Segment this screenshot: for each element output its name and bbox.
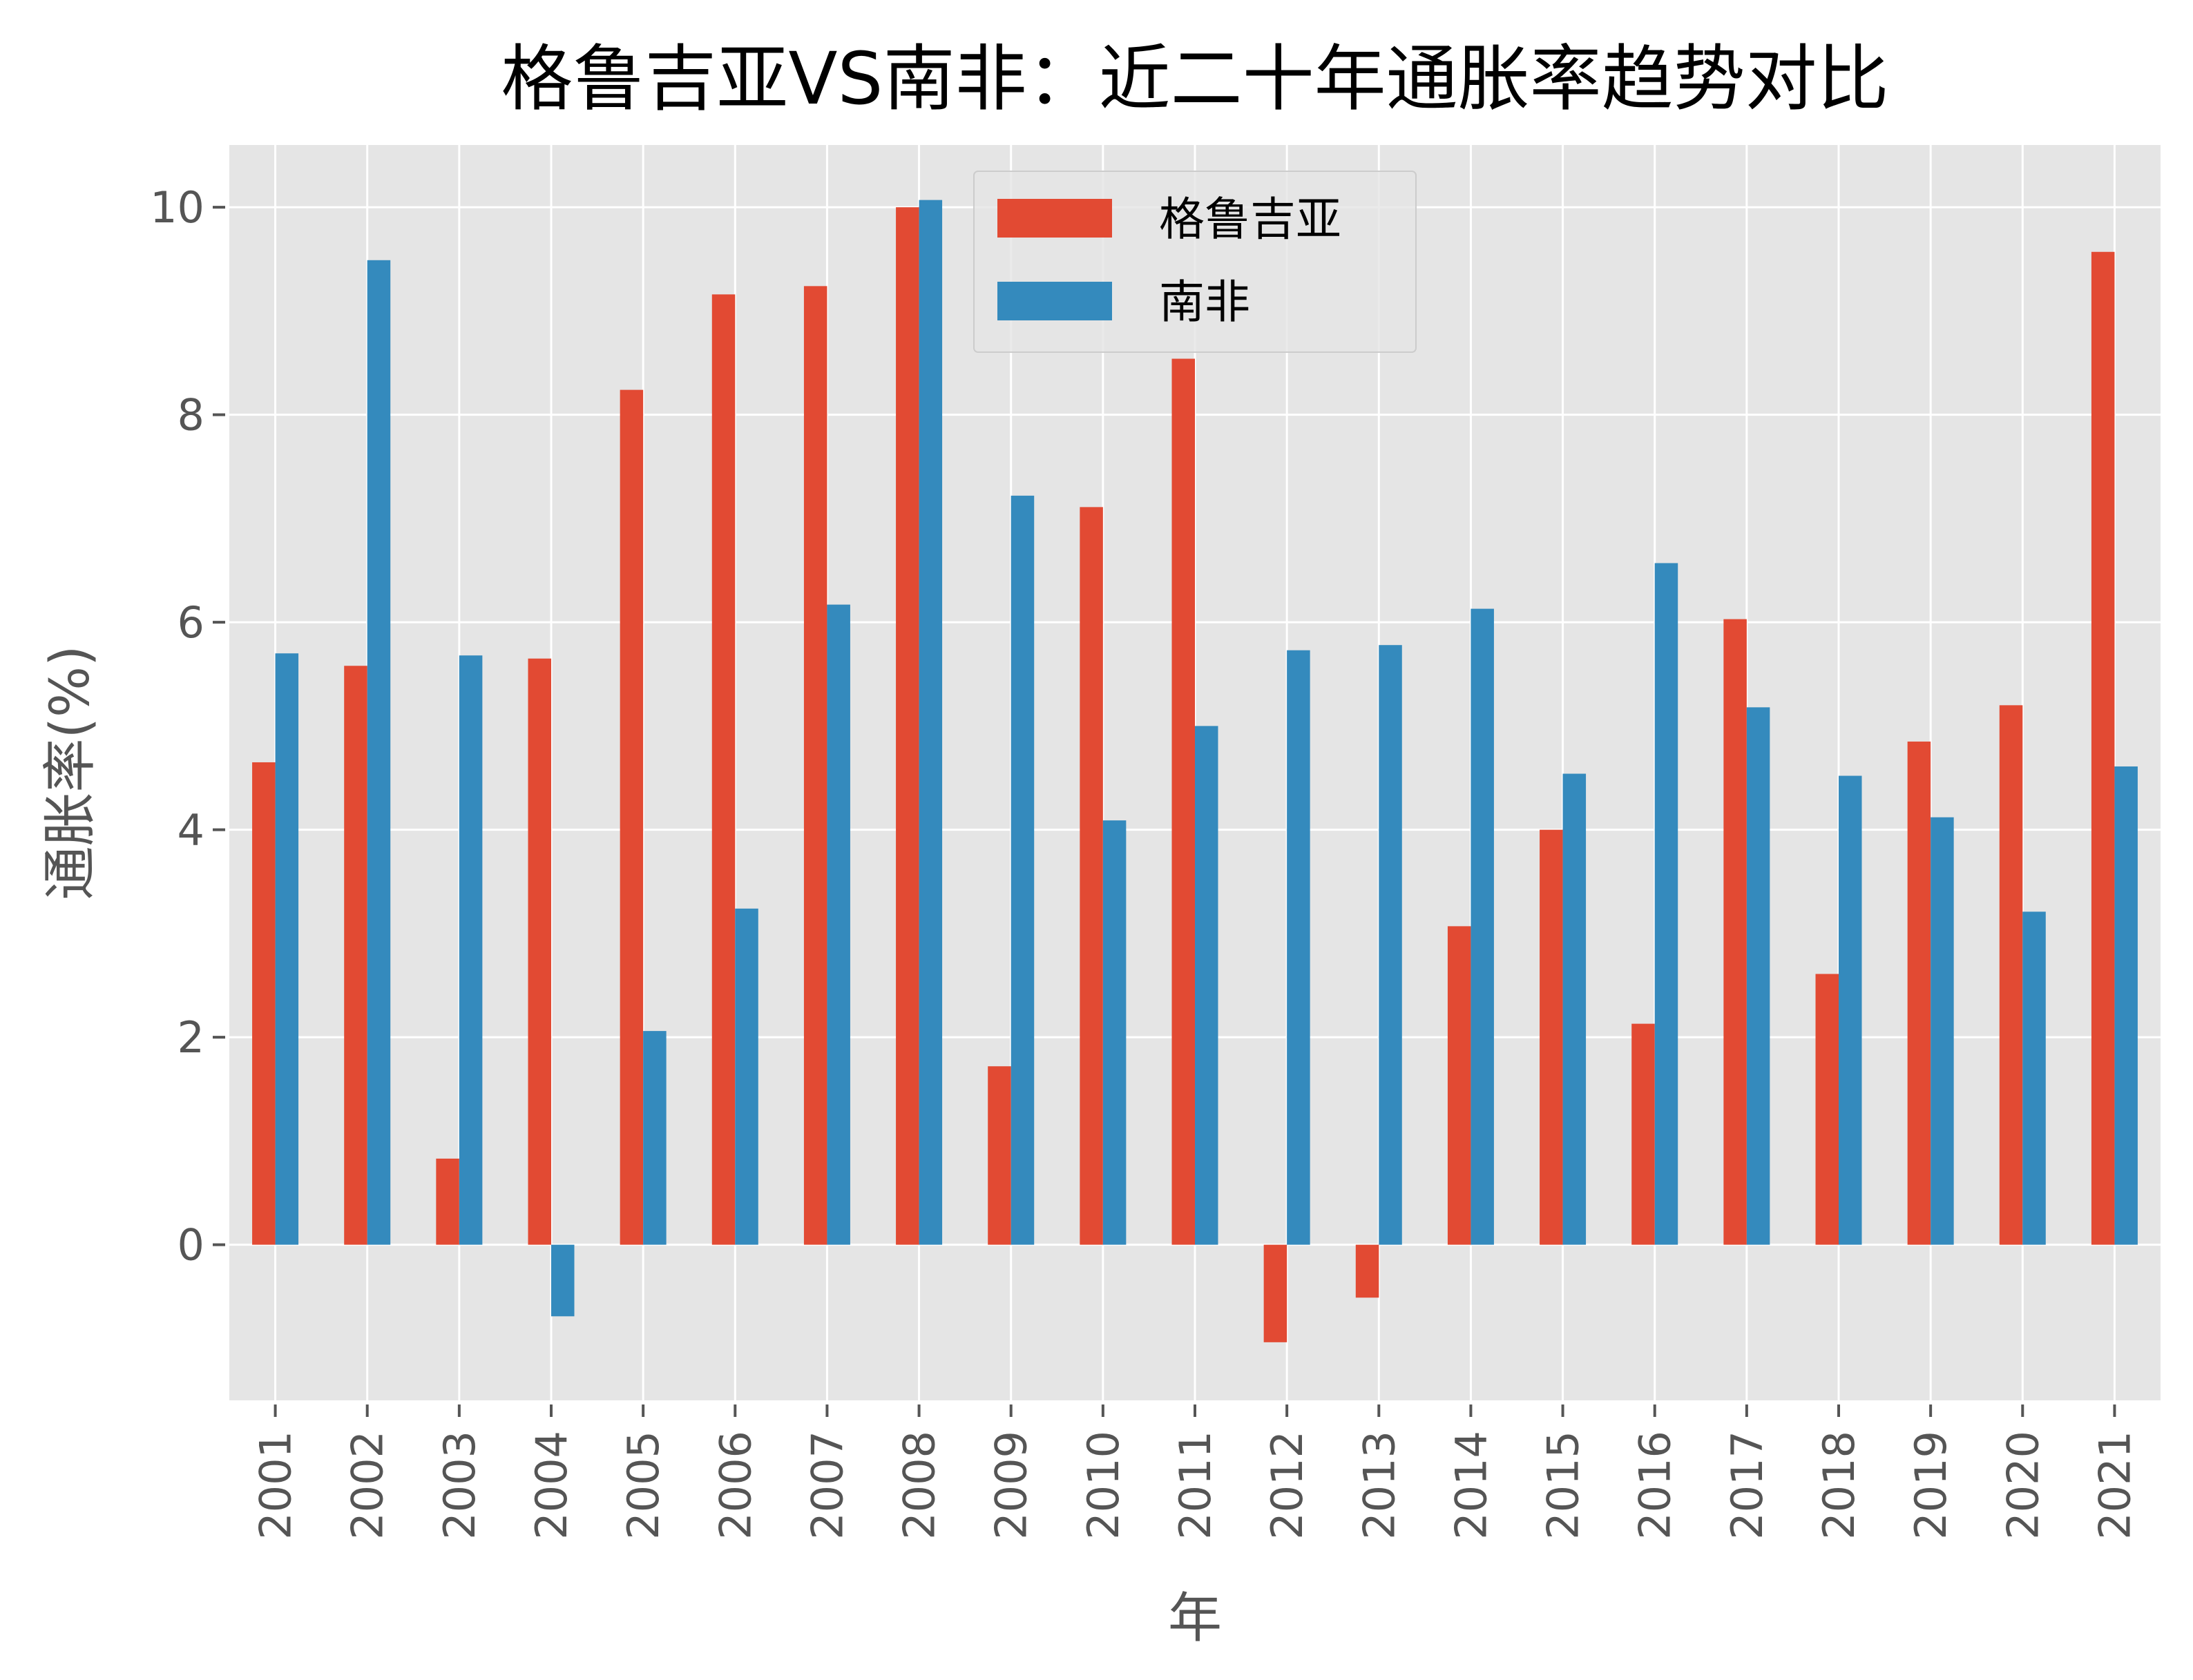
x-axis-label: 年 — [1168, 1587, 1222, 1650]
bar-georgia — [1171, 358, 1195, 1245]
bar-georgia — [1907, 741, 1931, 1245]
bar-south-africa — [2114, 766, 2138, 1245]
bar-georgia — [1723, 619, 1747, 1245]
x-tick-label: 2014 — [1446, 1431, 1496, 1540]
chart-title: 格鲁吉亚VS南非：近二十年通胀率趋势对比 — [501, 37, 1888, 121]
legend-swatch-south-africa — [997, 282, 1112, 320]
y-tick-label: 0 — [178, 1220, 204, 1271]
bar-georgia — [1631, 1023, 1655, 1245]
bar-georgia — [1355, 1244, 1379, 1298]
bar-georgia — [620, 389, 644, 1245]
legend: 格鲁吉亚 南非 — [973, 171, 1417, 353]
x-tick-label: 2013 — [1354, 1431, 1404, 1540]
bar-south-africa — [1931, 817, 1954, 1245]
bar-south-africa — [1102, 820, 1127, 1245]
bar-georgia — [988, 1066, 1011, 1245]
legend-swatch-georgia — [997, 199, 1112, 238]
y-tick-label: 4 — [178, 805, 204, 856]
bar-south-africa — [275, 653, 299, 1245]
bar-south-africa — [827, 604, 850, 1245]
x-tick-label: 2006 — [710, 1431, 760, 1540]
bar-south-africa — [643, 1031, 667, 1245]
bar-south-africa — [919, 200, 943, 1245]
bar-south-africa — [1839, 775, 1862, 1245]
x-tick-label: 2016 — [1630, 1431, 1680, 1540]
bar-georgia — [436, 1158, 459, 1245]
bar-south-africa — [1379, 645, 1402, 1245]
bar-georgia — [252, 762, 276, 1245]
x-tick-label: 2017 — [1722, 1431, 1772, 1540]
x-tick-label: 2010 — [1078, 1431, 1129, 1540]
y-tick-label: 2 — [178, 1012, 204, 1063]
bar-south-africa — [459, 655, 483, 1245]
x-tick-label: 2001 — [251, 1431, 301, 1540]
x-tick-label: 2005 — [618, 1431, 669, 1540]
bar-georgia — [528, 658, 551, 1245]
y-tick-label: 6 — [178, 597, 204, 648]
x-tick-label: 2002 — [343, 1431, 393, 1540]
bar-south-africa — [1562, 773, 1587, 1245]
bar-georgia — [1815, 974, 1839, 1245]
y-tick-label: 10 — [150, 182, 204, 233]
bar-south-africa — [2022, 911, 2046, 1245]
ticks: 0 2 4 6 8 10 2001 2002 2003 2004 2005 2006 2007 2008 2… — [150, 182, 2140, 1540]
bar-south-africa — [367, 260, 391, 1245]
x-tick-label: 2020 — [1998, 1431, 2048, 1540]
y-tick-label: 8 — [178, 390, 204, 441]
x-tick-label: 2011 — [1170, 1431, 1220, 1540]
bar-south-africa — [1287, 650, 1310, 1245]
bar-south-africa — [551, 1244, 575, 1317]
x-tick-label: 2007 — [802, 1431, 852, 1540]
bar-georgia — [1447, 926, 1471, 1245]
x-tick-label: 2019 — [1906, 1431, 1956, 1540]
x-tick-label: 2021 — [2089, 1431, 2140, 1540]
bar-south-africa — [1746, 707, 1770, 1245]
bar-georgia — [803, 286, 827, 1245]
bar-south-africa — [735, 908, 758, 1245]
y-axis-label: 通胀率(%) — [39, 646, 102, 900]
x-tick-label: 2008 — [894, 1431, 945, 1540]
bar-georgia — [1540, 829, 1563, 1245]
x-tick-label: 2003 — [434, 1431, 485, 1540]
x-tick-label: 2015 — [1538, 1431, 1589, 1540]
bar-georgia — [1999, 705, 2023, 1245]
legend-label-georgia: 格鲁吉亚 — [1159, 193, 1341, 246]
x-tick-label: 2012 — [1262, 1431, 1312, 1540]
legend-label-south-africa: 南非 — [1159, 276, 1250, 329]
bar-south-africa — [1654, 563, 1678, 1245]
bar-georgia — [344, 666, 367, 1245]
bar-south-africa — [1011, 495, 1035, 1245]
x-tick-label: 2004 — [526, 1431, 577, 1540]
bar-georgia — [711, 294, 736, 1245]
bar-south-africa — [1471, 608, 1494, 1245]
bar-georgia — [1080, 507, 1103, 1245]
x-tick-label: 2018 — [1814, 1431, 1864, 1540]
bars — [252, 200, 2138, 1342]
bar-south-africa — [1195, 726, 1218, 1245]
x-tick-label: 2009 — [986, 1431, 1037, 1540]
bar-georgia — [896, 207, 919, 1245]
bar-georgia — [2091, 251, 2115, 1245]
bar-georgia — [1263, 1244, 1287, 1342]
